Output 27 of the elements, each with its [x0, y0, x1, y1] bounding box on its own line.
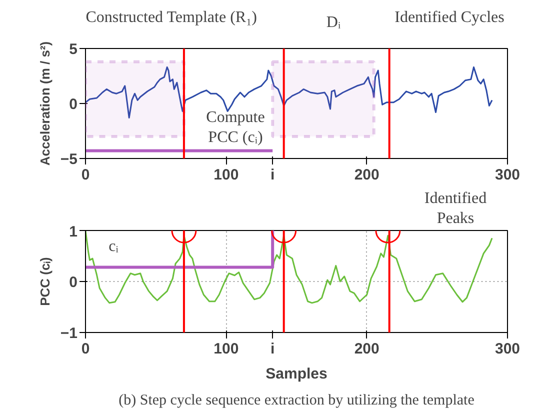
text: Constructed Template (R₁)	[86, 9, 257, 26]
x-tick-label: 300	[494, 166, 520, 184]
x-tick-label: 300	[494, 340, 520, 358]
x-tick-label: i	[270, 340, 275, 358]
line-series	[86, 230, 493, 304]
x-tick-label: 0	[81, 166, 90, 184]
y-tick-label: 5	[69, 41, 78, 58]
annotation: cᵢ	[108, 238, 119, 255]
text: Identified Peaks	[424, 190, 487, 228]
y-axis-title: Acceleration (m / s²)	[37, 41, 52, 166]
y-axis-title: PCC (cᵢ)	[37, 257, 52, 306]
y-tick-label: −1	[60, 325, 78, 342]
annotation: Compute PCC (cᵢ)	[206, 108, 265, 146]
y-tick-label: 1	[69, 224, 78, 240]
text: (b) Step cycle sequence extraction by utilizing the template	[118, 392, 475, 408]
x-axis-title: Samples	[266, 366, 328, 382]
text: Dᵢ	[326, 14, 341, 31]
x-tick-label: 100	[214, 166, 239, 184]
y-tick-label: 0	[69, 96, 78, 113]
x-tick-label: 200	[354, 166, 380, 184]
x-tick-label: i	[270, 166, 275, 184]
y-tick-label: −5	[60, 151, 78, 168]
text: Identified Cycles	[394, 9, 504, 26]
x-tick-label: 0	[81, 340, 90, 358]
y-tick-label: 0	[69, 274, 78, 291]
x-tick-label: 100	[214, 340, 239, 358]
x-tick-label: 200	[354, 340, 380, 358]
